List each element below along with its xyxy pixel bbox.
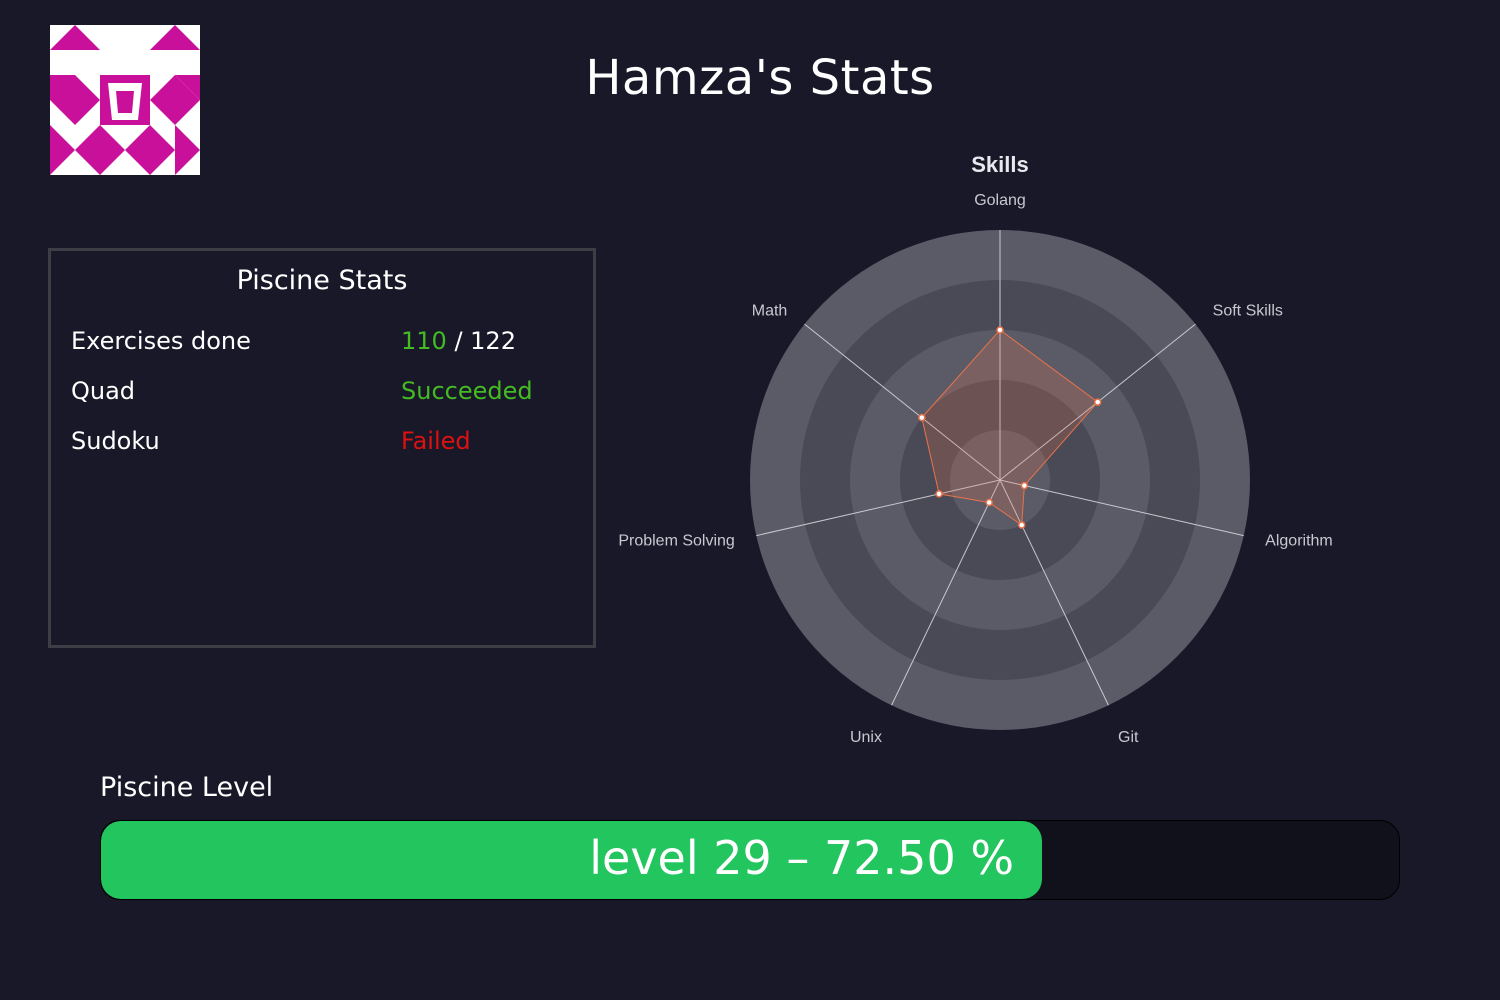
stat-value-quad: Succeeded [401,377,533,405]
piscine-stats-title: Piscine Stats [236,265,408,296]
radar-point [935,490,943,498]
stat-row-quad: Quad Succeeded [71,377,591,411]
radar-axis-label: Unix [850,729,882,746]
radar-spoke [756,479,1001,537]
piscine-stats-panel: Piscine Stats Exercises done 110 / 122 Q… [48,248,596,648]
radar-axis-label: Problem Solving [618,533,735,550]
radar-point [1020,481,1029,490]
radar-spoke [804,323,1001,481]
radar-axis-label: Golang [974,192,1026,209]
exercises-total-count: 122 [470,327,516,355]
chart-title: Skills [971,152,1028,177]
radar-spoke [891,479,1001,706]
level-progress-fill: level 29 – 72.50 % [101,821,1043,899]
radar-axis-label: Git [1118,729,1139,746]
radar-point [985,498,993,507]
level-progress-text: level 29 – 72.50 % [589,831,1015,885]
stat-label: Exercises done [71,327,251,355]
radar-spoke [999,479,1244,537]
exercises-separator: / [446,327,471,355]
stat-row-exercises: Exercises done 110 / 122 [71,327,591,361]
stat-value: 110 / 122 [401,327,516,355]
radar-point [1017,521,1026,529]
radar-axis-label: Math [752,302,788,319]
radar-axis-label: Algorithm [1265,533,1333,550]
skills-radar-chart: Skills Golang Soft Skills Algorithm Git Unix… [600,140,1400,760]
radar-spoke [999,479,1109,706]
radar-point [918,413,926,422]
stat-label: Quad [71,377,136,405]
piscine-level-label: Piscine Level [100,772,274,803]
exercises-done-count: 110 [401,327,447,355]
identicon-avatar-icon [50,25,200,175]
level-progress-bar: level 29 – 72.50 % [100,820,1400,900]
radar-series-area [921,329,1099,526]
avatar [50,25,200,175]
stat-row-sudoku: Sudoku Failed [71,427,591,461]
stat-label: Sudoku [71,427,160,455]
radar-svg: Skills Golang Soft Skills Algorithm Git Unix… [618,152,1333,746]
stat-value-sudoku: Failed [401,427,471,455]
radar-point [996,326,1004,334]
radar-point [1093,398,1102,406]
radar-axis-label: Soft Skills [1213,302,1283,319]
page-title: Hamza's Stats [585,50,935,106]
